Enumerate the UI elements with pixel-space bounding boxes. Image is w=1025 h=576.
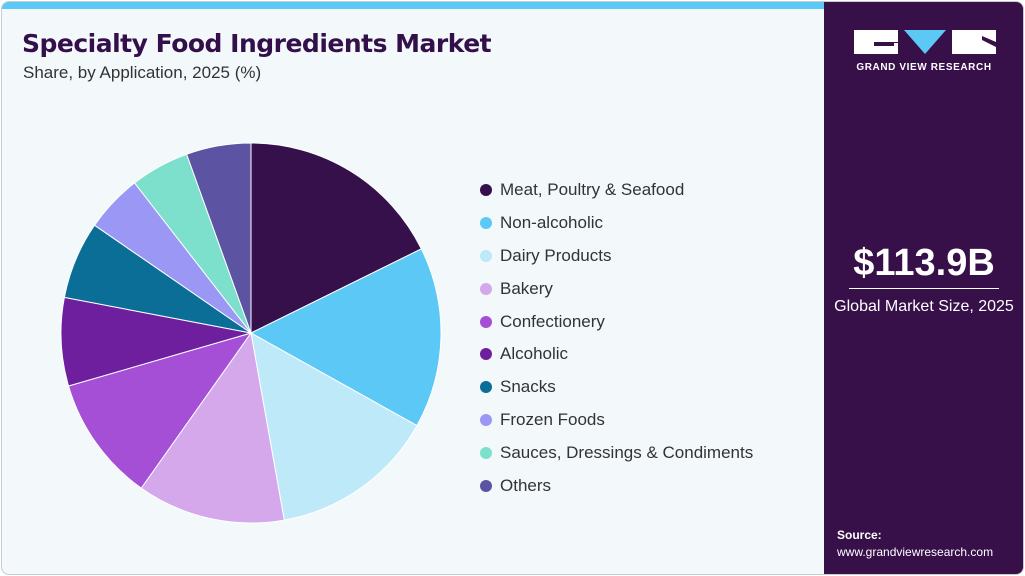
legend-label: Bakery xyxy=(500,278,553,298)
pie-slice-others xyxy=(186,142,252,334)
legend-swatch xyxy=(480,446,492,459)
source-link[interactable]: www.grandviewresearch.com xyxy=(837,545,994,559)
legend-swatch xyxy=(480,184,492,197)
legend-label: Snacks xyxy=(500,377,556,397)
legend-label: Sauces, Dressings & Condiments xyxy=(500,442,754,462)
legend-swatch xyxy=(480,348,492,361)
legend-label: Dairy Products xyxy=(500,245,612,265)
legend: Meat, Poultry & Seafood Non-alcoholic Dair… xyxy=(480,174,753,502)
pie-slice-confectionery xyxy=(67,332,253,489)
legend-swatch xyxy=(480,249,492,262)
legend-swatch xyxy=(480,479,492,492)
legend-label: Meat, Poultry & Seafood xyxy=(500,180,685,200)
pie-slice-bakery xyxy=(140,331,285,524)
legend-item: Confectionery xyxy=(480,305,753,338)
grand-view-research-logo xyxy=(854,30,996,54)
divider xyxy=(849,288,999,289)
legend-item: Snacks xyxy=(480,371,753,404)
legend-item: Dairy Products xyxy=(480,240,753,273)
legend-item: Meat, Poultry & Seafood xyxy=(480,174,753,207)
legend-label: Non-alcoholic xyxy=(500,213,603,233)
legend-swatch xyxy=(480,381,492,394)
source-label: Source: xyxy=(837,528,882,542)
legend-swatch xyxy=(480,413,492,426)
chart-title: Specialty Food Ingredients Market xyxy=(22,29,492,58)
legend-item: Others xyxy=(480,469,753,502)
pie-slice-meat-poultry-seafood xyxy=(250,142,423,334)
legend-swatch xyxy=(480,315,492,328)
pie-slice-non-alcoholic xyxy=(249,248,442,427)
source: Source: www.grandviewresearch.com xyxy=(837,527,993,561)
legend-label: Others xyxy=(500,475,552,495)
legend-item: Bakery xyxy=(480,272,753,305)
legend-label: Frozen Foods xyxy=(500,409,605,429)
legend-item: Non-alcoholic xyxy=(480,207,753,240)
accent-bar xyxy=(2,2,824,9)
legend-item: Sauces, Dressings & Condiments xyxy=(480,436,753,469)
legend-item: Alcoholic xyxy=(480,338,753,371)
pie-slice-dairy-products xyxy=(250,332,418,521)
market-size-value: $113.9B xyxy=(853,242,995,284)
legend-label: Alcoholic xyxy=(500,344,569,364)
brand-name: GRAND VIEW RESEARCH xyxy=(856,62,992,73)
side-panel: GRAND VIEW RESEARCH $113.9B Global Marke… xyxy=(824,2,1023,574)
chart-subtitle: Share, by Application, 2025 (%) xyxy=(23,63,262,82)
legend-swatch xyxy=(480,217,492,230)
market-size-label: Global Market Size, 2025 xyxy=(834,298,1014,315)
legend-swatch xyxy=(480,282,492,295)
legend-item: Frozen Foods xyxy=(480,404,753,437)
legend-label: Confectionery xyxy=(500,311,605,331)
pie-chart xyxy=(60,142,442,524)
